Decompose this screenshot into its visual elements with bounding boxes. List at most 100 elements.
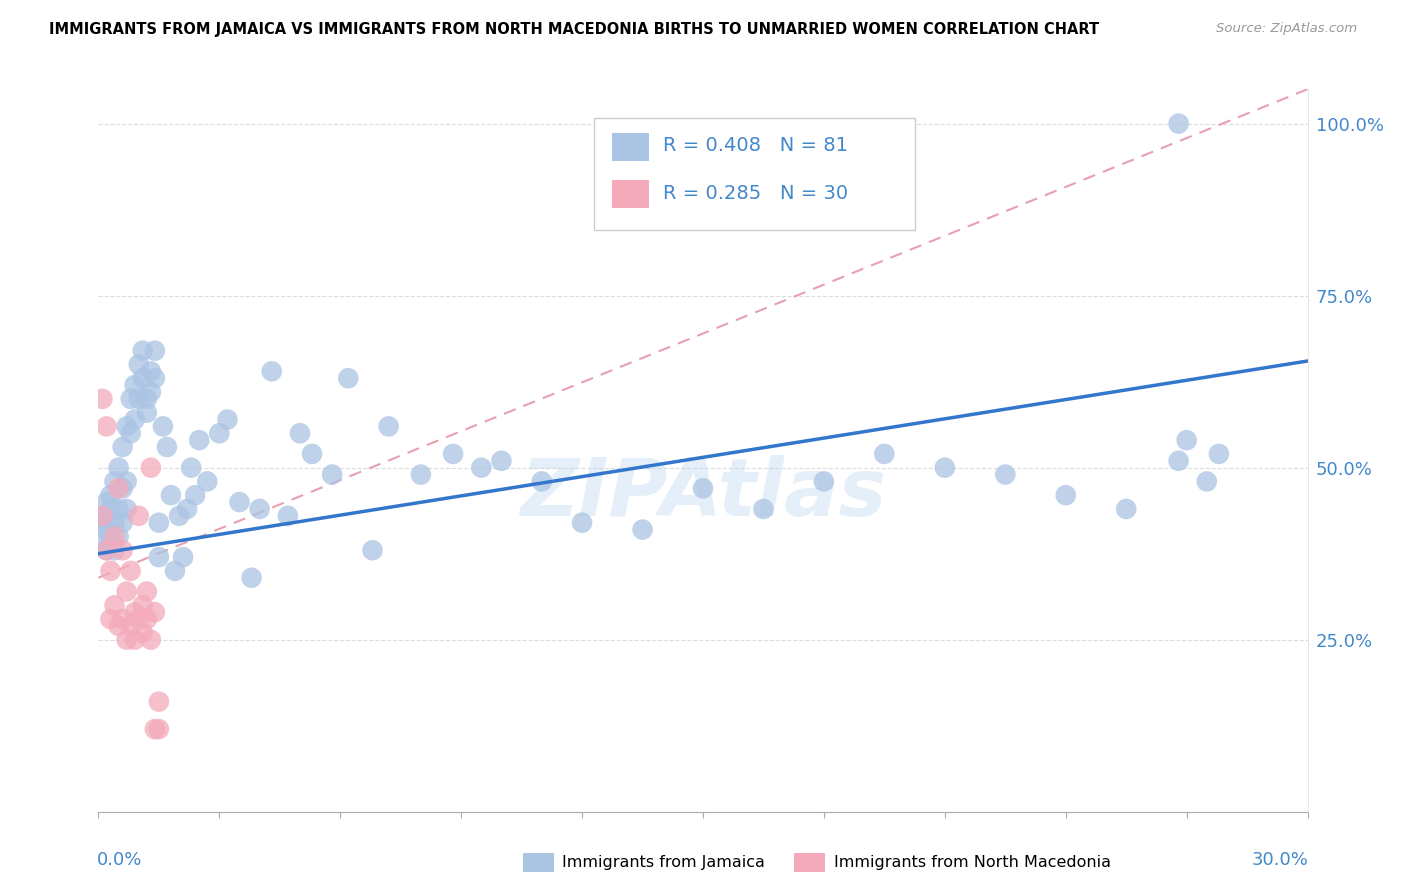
Bar bbox=[613, 133, 648, 161]
Text: Immigrants from North Macedonia: Immigrants from North Macedonia bbox=[834, 855, 1111, 870]
FancyBboxPatch shape bbox=[595, 118, 915, 230]
Immigrants from Jamaica bbox=[160, 488, 183, 502]
Immigrants from Jamaica bbox=[128, 358, 150, 372]
Immigrants from North Macedonia bbox=[107, 481, 129, 495]
Immigrants from North Macedonia bbox=[139, 632, 162, 647]
Immigrants from Jamaica bbox=[100, 488, 122, 502]
Immigrants from Jamaica bbox=[152, 419, 174, 434]
Immigrants from North Macedonia bbox=[124, 605, 146, 619]
Immigrants from Jamaica bbox=[337, 371, 360, 385]
Immigrants from North Macedonia bbox=[107, 619, 129, 633]
Immigrants from Jamaica bbox=[111, 481, 134, 495]
Immigrants from North Macedonia bbox=[128, 508, 150, 523]
Immigrants from Jamaica bbox=[128, 392, 150, 406]
Immigrants from Jamaica bbox=[217, 412, 239, 426]
Immigrants from North Macedonia bbox=[132, 599, 155, 613]
Immigrants from North Macedonia bbox=[100, 564, 122, 578]
Immigrants from Jamaica bbox=[96, 495, 118, 509]
Immigrants from Jamaica bbox=[176, 502, 198, 516]
Immigrants from Jamaica bbox=[994, 467, 1017, 482]
Immigrants from North Macedonia bbox=[120, 619, 142, 633]
Immigrants from Jamaica bbox=[91, 508, 114, 523]
Immigrants from Jamaica bbox=[752, 502, 775, 516]
Immigrants from North Macedonia bbox=[103, 599, 125, 613]
Immigrants from Jamaica bbox=[1175, 433, 1198, 447]
Immigrants from Jamaica bbox=[124, 412, 146, 426]
Immigrants from Jamaica bbox=[260, 364, 283, 378]
Immigrants from Jamaica bbox=[288, 426, 311, 441]
Text: IMMIGRANTS FROM JAMAICA VS IMMIGRANTS FROM NORTH MACEDONIA BIRTHS TO UNMARRIED W: IMMIGRANTS FROM JAMAICA VS IMMIGRANTS FR… bbox=[49, 22, 1099, 37]
Immigrants from Jamaica bbox=[240, 571, 263, 585]
Text: 30.0%: 30.0% bbox=[1251, 852, 1309, 870]
Immigrants from Jamaica bbox=[135, 392, 157, 406]
Immigrants from Jamaica bbox=[111, 440, 134, 454]
Immigrants from Jamaica bbox=[377, 419, 399, 434]
Immigrants from Jamaica bbox=[195, 475, 218, 489]
Immigrants from Jamaica bbox=[441, 447, 464, 461]
Immigrants from Jamaica bbox=[120, 392, 142, 406]
Immigrants from North Macedonia bbox=[91, 392, 114, 406]
Immigrants from Jamaica bbox=[631, 523, 654, 537]
Immigrants from Jamaica bbox=[103, 475, 125, 489]
Immigrants from North Macedonia bbox=[111, 543, 134, 558]
Immigrants from Jamaica bbox=[249, 502, 271, 516]
Text: 0.0%: 0.0% bbox=[97, 852, 142, 870]
Immigrants from Jamaica bbox=[100, 502, 122, 516]
Immigrants from Jamaica bbox=[301, 447, 323, 461]
Immigrants from Jamaica bbox=[115, 475, 138, 489]
Immigrants from Jamaica bbox=[107, 502, 129, 516]
Immigrants from Jamaica bbox=[1167, 117, 1189, 131]
Immigrants from Jamaica bbox=[91, 516, 114, 530]
Immigrants from Jamaica bbox=[321, 467, 343, 482]
Immigrants from Jamaica bbox=[124, 378, 146, 392]
Immigrants from North Macedonia bbox=[128, 612, 150, 626]
Immigrants from Jamaica bbox=[571, 516, 593, 530]
Immigrants from Jamaica bbox=[1208, 447, 1230, 461]
Immigrants from North Macedonia bbox=[148, 722, 170, 736]
Text: Source: ZipAtlas.com: Source: ZipAtlas.com bbox=[1216, 22, 1357, 36]
Immigrants from Jamaica bbox=[148, 550, 170, 565]
Immigrants from Jamaica bbox=[1195, 475, 1218, 489]
Immigrants from Jamaica bbox=[180, 460, 202, 475]
Bar bbox=[613, 179, 648, 209]
Immigrants from Jamaica bbox=[115, 502, 138, 516]
Text: R = 0.285   N = 30: R = 0.285 N = 30 bbox=[664, 185, 848, 203]
Immigrants from North Macedonia bbox=[115, 584, 138, 599]
Immigrants from North Macedonia bbox=[103, 529, 125, 543]
Immigrants from Jamaica bbox=[107, 460, 129, 475]
Immigrants from Jamaica bbox=[361, 543, 384, 558]
Immigrants from North Macedonia bbox=[111, 612, 134, 626]
Immigrants from Jamaica bbox=[208, 426, 231, 441]
Text: ZIPAtlas: ZIPAtlas bbox=[520, 455, 886, 533]
Immigrants from Jamaica bbox=[148, 516, 170, 530]
Immigrants from North Macedonia bbox=[120, 564, 142, 578]
Immigrants from Jamaica bbox=[96, 523, 118, 537]
Immigrants from Jamaica bbox=[184, 488, 207, 502]
Immigrants from Jamaica bbox=[1054, 488, 1077, 502]
Immigrants from Jamaica bbox=[188, 433, 211, 447]
Immigrants from Jamaica bbox=[139, 384, 162, 399]
Immigrants from Jamaica bbox=[115, 419, 138, 434]
Immigrants from Jamaica bbox=[277, 508, 299, 523]
Immigrants from Jamaica bbox=[228, 495, 250, 509]
Text: Immigrants from Jamaica: Immigrants from Jamaica bbox=[562, 855, 765, 870]
Immigrants from North Macedonia bbox=[135, 612, 157, 626]
Immigrants from North Macedonia bbox=[139, 460, 162, 475]
Immigrants from North Macedonia bbox=[135, 584, 157, 599]
Immigrants from Jamaica bbox=[103, 516, 125, 530]
Immigrants from Jamaica bbox=[111, 516, 134, 530]
Immigrants from North Macedonia bbox=[91, 508, 114, 523]
Immigrants from North Macedonia bbox=[143, 605, 166, 619]
Immigrants from North Macedonia bbox=[100, 612, 122, 626]
Immigrants from Jamaica bbox=[135, 406, 157, 420]
Immigrants from Jamaica bbox=[91, 536, 114, 550]
Immigrants from Jamaica bbox=[1115, 502, 1137, 516]
Immigrants from Jamaica bbox=[934, 460, 956, 475]
Immigrants from Jamaica bbox=[96, 543, 118, 558]
Immigrants from Jamaica bbox=[491, 454, 513, 468]
Immigrants from Jamaica bbox=[120, 426, 142, 441]
Immigrants from North Macedonia bbox=[143, 722, 166, 736]
Immigrants from Jamaica bbox=[692, 481, 714, 495]
Immigrants from Jamaica bbox=[107, 529, 129, 543]
Immigrants from Jamaica bbox=[409, 467, 432, 482]
